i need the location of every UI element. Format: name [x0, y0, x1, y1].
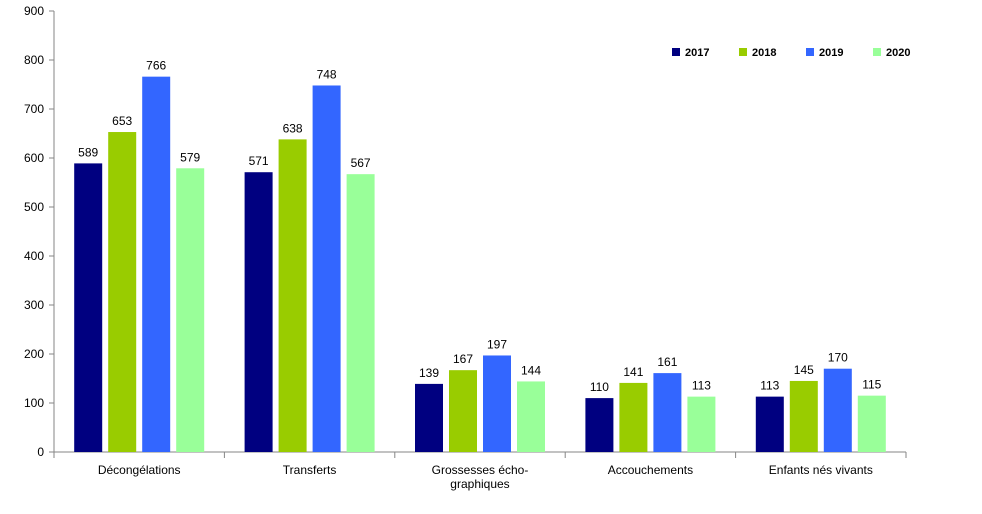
legend-swatch [672, 48, 680, 56]
data-label: 589 [78, 145, 98, 159]
y-tick-label: 900 [24, 4, 44, 18]
y-tick-label: 500 [24, 200, 44, 214]
bar [278, 139, 307, 452]
data-label: 141 [623, 365, 643, 379]
bar [108, 132, 137, 452]
data-label: 115 [862, 378, 881, 392]
legend: 2017 2018 2019 2020 [672, 47, 910, 59]
y-tick-label: 600 [24, 151, 44, 165]
data-label: 144 [521, 363, 541, 377]
bar [823, 368, 852, 452]
bar [346, 174, 375, 453]
legend-swatch [806, 48, 814, 56]
y-tick-label: 0 [37, 445, 44, 459]
bar [415, 383, 443, 452]
y-tick-label: 700 [24, 102, 44, 116]
y-tick-label: 100 [24, 396, 44, 410]
bars [74, 76, 886, 453]
y-tick-label: 300 [24, 298, 44, 312]
data-label: 161 [657, 355, 677, 369]
data-label: 110 [590, 380, 609, 394]
bar [142, 76, 171, 452]
bar [789, 380, 818, 452]
bar [619, 382, 648, 452]
legend-label: 2020 [886, 47, 910, 59]
y-tick-label: 800 [24, 53, 44, 67]
legend-label: 2019 [819, 47, 843, 59]
data-label: 113 [760, 379, 779, 393]
bar [585, 398, 614, 452]
data-label: 748 [317, 67, 337, 81]
bar [483, 355, 511, 452]
legend-swatch [873, 48, 881, 56]
legend-swatch [739, 48, 747, 56]
data-label: 766 [146, 59, 166, 73]
data-label: 653 [112, 114, 132, 128]
data-label: 579 [180, 150, 200, 164]
bar [687, 396, 716, 452]
y-tick-label: 400 [24, 249, 44, 263]
legend-label: 2017 [685, 47, 709, 59]
data-label: 638 [283, 121, 303, 135]
bar [653, 373, 682, 452]
data-label: 113 [692, 379, 711, 393]
bar [755, 396, 784, 452]
data-label: 571 [249, 154, 269, 168]
x-category-label: Enfants nés vivants [769, 463, 873, 477]
data-label: 170 [828, 351, 848, 365]
x-category-label: Transferts [283, 463, 337, 477]
data-label: 145 [794, 363, 814, 377]
bar [312, 85, 341, 452]
x-category-label: Accouchements [608, 463, 693, 477]
bar [449, 370, 477, 452]
bar [244, 172, 273, 452]
bar [857, 395, 886, 452]
x-category-label: Décongélations [98, 463, 181, 477]
data-label: 139 [419, 366, 439, 380]
bar [517, 381, 545, 452]
x-category-label: Grossesses écho-graphiques [432, 463, 529, 491]
data-label: 567 [351, 156, 371, 170]
y-axis: 0 100 200 300 400 500 600 700 800 900 [24, 4, 55, 459]
legend-label: 2018 [752, 47, 776, 59]
bar [74, 163, 103, 452]
y-tick-label: 200 [24, 347, 44, 361]
data-label: 197 [487, 337, 507, 351]
x-axis: Décongélations Transferts Grossesses écho-… [53, 451, 907, 491]
data-labels: 589 571 139 110 113 653 638 167 141 145 766 748 197 1… [78, 59, 882, 394]
data-label: 167 [453, 352, 473, 366]
bar [176, 168, 205, 453]
